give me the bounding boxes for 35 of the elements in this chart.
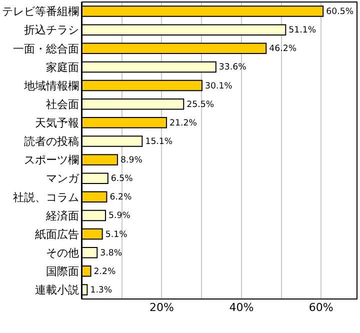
- data-label: 3.8%: [100, 248, 122, 258]
- data-label: 5.9%: [108, 211, 130, 222]
- y-tick-label: 社会面: [46, 98, 79, 111]
- x-tick-label: 40%: [229, 301, 254, 314]
- x-tick-label: 60%: [308, 301, 334, 314]
- data-label: 60.5%: [326, 7, 354, 18]
- y-tick-label: 経済面: [44, 209, 79, 222]
- y-tick-label: 社説、コラム: [12, 190, 79, 204]
- y-tick-label: その他: [46, 246, 79, 260]
- data-label: 25.5%: [186, 100, 214, 110]
- data-label: 2.2%: [94, 266, 116, 277]
- y-tick-label: 天気予報: [34, 116, 79, 130]
- data-label: 21.2%: [170, 118, 197, 128]
- x-tick-label: 20%: [149, 301, 174, 314]
- y-tick-label: テレビ等番組欄: [2, 5, 79, 18]
- data-label: 15.1%: [145, 136, 173, 147]
- y-tick-label: 折込チラシ: [24, 24, 79, 37]
- data-label: 46.2%: [269, 44, 297, 54]
- y-tick-label: スポーツ欄: [24, 154, 79, 167]
- y-tick-label: 読者の投稿: [24, 135, 79, 148]
- y-tick-label: 地域情報欄: [22, 79, 79, 92]
- y-tick-label: 一面・総合面: [12, 42, 79, 56]
- y-tick-label: 家庭面: [46, 60, 79, 74]
- data-label: 5.1%: [105, 230, 128, 240]
- data-label: 30.1%: [204, 81, 232, 92]
- data-label: 1.3%: [90, 285, 112, 296]
- data-label: 6.2%: [110, 192, 132, 203]
- data-label: 8.9%: [120, 156, 142, 166]
- data-label: 6.5%: [110, 174, 133, 184]
- y-tick-label: 紙面広告: [34, 228, 79, 241]
- y-tick-label: マンガ: [46, 172, 80, 186]
- data-label: 51.1%: [288, 26, 316, 36]
- y-tick-label: 連載小説: [34, 284, 79, 297]
- data-label: 33.6%: [218, 62, 246, 73]
- y-tick-label: 国際面: [46, 265, 79, 278]
